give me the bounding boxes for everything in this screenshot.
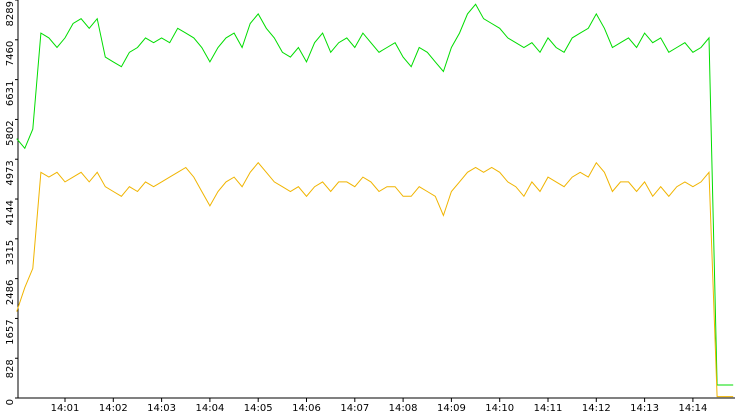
- y-tick-label: 7460: [5, 41, 16, 66]
- x-tick-label: 14:04: [195, 403, 224, 414]
- y-tick-label: 8289: [5, 1, 16, 26]
- x-tick-label: 14:07: [340, 403, 369, 414]
- y-tick-label: 4973: [5, 160, 16, 185]
- x-tick-label: 14:05: [244, 403, 273, 414]
- y-tick-label: 6631: [5, 81, 16, 106]
- x-tick-label: 14:13: [630, 403, 659, 414]
- x-tick-label: 14:06: [292, 403, 321, 414]
- y-tick-label: 0: [5, 399, 16, 405]
- series-line: [16, 3, 734, 386]
- y-tick-label: 828: [5, 359, 16, 378]
- x-tick-label: 14:10: [485, 403, 514, 414]
- y-tick-label: 3315: [5, 240, 16, 265]
- y-tick-label: 4144: [5, 200, 16, 225]
- y-tick-label: 5802: [5, 120, 16, 145]
- y-tick-label: 1657: [5, 319, 16, 344]
- series-line: [16, 161, 734, 398]
- x-tick-label: 14:02: [99, 403, 128, 414]
- x-tick-label: 14:01: [51, 403, 80, 414]
- x-tick-label: 14:12: [582, 403, 611, 414]
- x-tick-label: 14:09: [437, 403, 466, 414]
- x-tick-label: 14:14: [678, 403, 707, 414]
- x-tick-label: 14:08: [389, 403, 418, 414]
- y-tick-label: 2486: [5, 280, 16, 305]
- x-tick-label: 14:11: [534, 403, 563, 414]
- x-tick-label: 14:03: [147, 403, 176, 414]
